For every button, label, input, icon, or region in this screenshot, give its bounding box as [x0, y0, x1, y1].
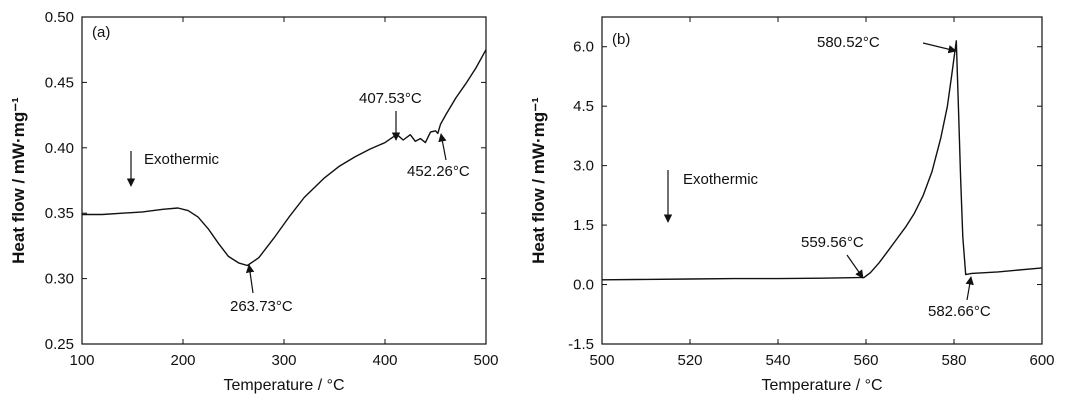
panel-label: (a) [92, 24, 110, 41]
annotation-arrow [922, 42, 957, 54]
annotation-label: Exothermic [144, 151, 220, 168]
plot-frame [81, 16, 487, 345]
y-axis-label: Heat flow / mW·mg⁻¹ [529, 97, 548, 264]
annotation-arrow [846, 254, 864, 279]
x-tick-label: 560 [853, 352, 878, 369]
x-tick-label: 200 [170, 352, 195, 369]
annotation-label: 582.66°C [928, 303, 991, 320]
x-tick-label: 100 [69, 352, 94, 369]
plot-frame [601, 16, 1043, 345]
x-tick-label: 500 [589, 352, 614, 369]
x-tick-label: 580 [941, 352, 966, 369]
annotation-arrow [438, 133, 447, 161]
y-tick-label: 0.30 [45, 271, 74, 288]
annotation-label: 559.56°C [801, 234, 864, 251]
x-tick-label: 500 [473, 352, 498, 369]
annotation-label: 263.73°C [230, 298, 293, 315]
x-axis-label: Temperature / °C [761, 377, 882, 394]
dsc-curve-line [82, 49, 487, 267]
annotation-label: Exothermic [683, 171, 759, 188]
panel-label: (b) [612, 31, 630, 48]
x-axis-label: Temperature / °C [223, 377, 344, 394]
y-tick-label: 6.0 [573, 39, 594, 56]
y-tick-label: 0.0 [573, 277, 594, 294]
y-tick-label: 1.5 [573, 217, 594, 234]
y-tick-label: 0.25 [45, 336, 74, 353]
dsc-curve-line [601, 40, 1043, 281]
y-tick-label: 0.50 [45, 9, 74, 26]
chart-panel-a: 100 200 300 400 500 0.25 0.30 0.35 0.40 0.45 0.50 T… [9, 9, 499, 394]
y-tick-label: 0.35 [45, 205, 74, 222]
y-axis-label: Heat flow / mW·mg⁻¹ [9, 97, 28, 264]
x-tick-label: 300 [271, 352, 296, 369]
chart-panel-b: 500 520 540 560 580 600 -1.5 0.0 1.5 3.0 4.5 6.0 Tem… [529, 16, 1055, 394]
annotation-label: 580.52°C [817, 34, 880, 51]
x-tick-label: 520 [677, 352, 702, 369]
annotation-arrow [245, 264, 255, 294]
y-tick-label: 4.5 [573, 98, 594, 115]
y-tick-label: -1.5 [568, 336, 594, 353]
y-tick-label: 0.40 [45, 140, 74, 157]
y-tick-label: 3.0 [573, 158, 594, 175]
annotation-arrow [965, 276, 974, 301]
x-tick-label: 540 [765, 352, 790, 369]
annotation-label: 452.26°C [407, 163, 470, 180]
x-tick-label: 600 [1029, 352, 1054, 369]
y-tick-label: 0.45 [45, 74, 74, 91]
x-tick-label: 400 [372, 352, 397, 369]
annotation-label: 407.53°C [359, 90, 422, 107]
